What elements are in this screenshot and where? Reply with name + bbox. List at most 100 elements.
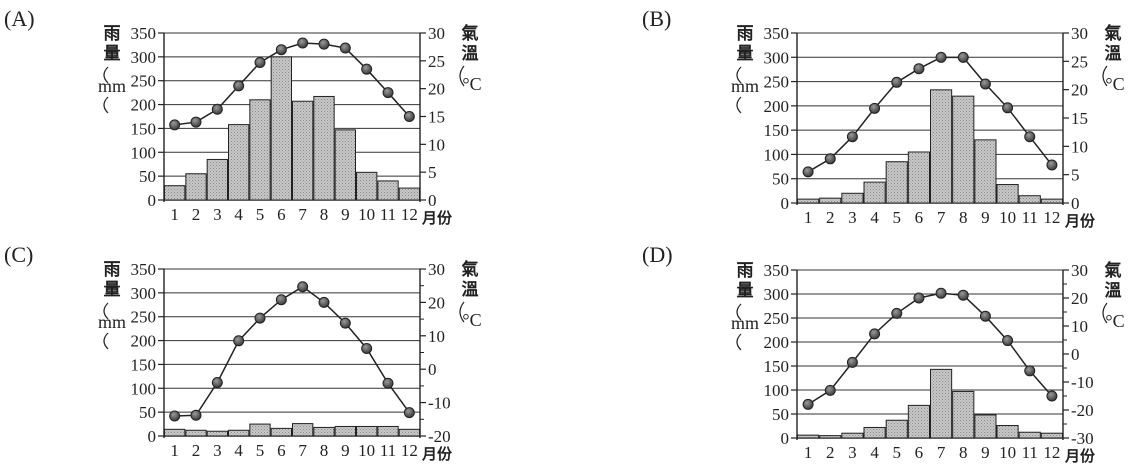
rainfall-tick-label: 300 [131, 48, 157, 67]
month-axis-label: 月份 [1064, 447, 1096, 465]
temperature-tick-label: 0 [428, 191, 437, 210]
month-tick-label: 4 [870, 208, 879, 227]
paren-open [103, 332, 109, 350]
temperature-point [935, 287, 947, 299]
rainfall-bar [313, 426, 335, 437]
chart-panel: (D) 0 50 100 150 200 250 300 350 -30 -20 -10 0 10 20 30… [642, 242, 1125, 465]
rainfall-tick-label: 300 [131, 284, 157, 303]
rainfall-bar [952, 390, 975, 439]
temperature-axis-title: 溫 [462, 279, 479, 300]
temperature-point [190, 116, 202, 128]
month-tick-label: 6 [915, 208, 924, 227]
month-tick-label: 11 [380, 441, 396, 460]
rainfall-bar [313, 95, 335, 201]
month-tick-label: 2 [826, 208, 835, 227]
rainfall-bar [863, 181, 886, 204]
paren-open [1102, 302, 1108, 324]
temperature-point [361, 342, 373, 354]
month-tick-label: 4 [870, 443, 879, 462]
temperature-tick-label: 20 [428, 293, 445, 312]
temperature-point [254, 312, 266, 324]
temperature-tick-label: 10 [428, 327, 445, 346]
temperature-axis-title: 氣 [1105, 23, 1122, 44]
rainfall-tick-label: 200 [131, 332, 157, 351]
rainfall-tick-label: 350 [131, 260, 157, 279]
rainfall-bar [952, 95, 975, 204]
rainfall-bar [206, 158, 229, 201]
month-tick-label: 9 [981, 208, 990, 227]
rainfall-bar [377, 180, 399, 201]
rainfall-bar [249, 99, 271, 201]
rainfall-bar [270, 427, 292, 437]
rainfall-tick-label: 100 [131, 379, 157, 398]
month-tick-label: 6 [915, 443, 924, 462]
rainfall-tick-label: 300 [764, 48, 790, 67]
rainfall-tick-label: 50 [772, 405, 789, 424]
rainfall-bar [398, 187, 420, 201]
rainfall-bar [885, 419, 908, 439]
temperature-tick-label: 5 [1071, 166, 1080, 185]
month-tick-label: 2 [192, 205, 201, 224]
temperature-point [979, 310, 991, 322]
month-tick-label: 5 [893, 443, 902, 462]
month-tick-label: 3 [213, 205, 222, 224]
rainfall-unit: mm [731, 76, 759, 96]
month-tick-label: 9 [981, 443, 990, 462]
rainfall-tick-label: 200 [764, 333, 790, 352]
temperature-point [913, 292, 925, 304]
temperature-tick-label: -10 [1071, 373, 1094, 392]
month-tick-label: 4 [234, 205, 243, 224]
paren-open [103, 66, 109, 84]
month-tick-label: 1 [170, 441, 179, 460]
month-tick-label: 8 [959, 208, 968, 227]
panel-label: (D) [642, 242, 673, 267]
rainfall-tick-label: 0 [781, 429, 790, 448]
rainfall-tick-label: 250 [764, 73, 790, 92]
month-tick-label: 2 [192, 441, 201, 460]
temperature-point [169, 410, 181, 422]
rainfall-bar [356, 171, 378, 201]
temperature-tick-label: 15 [1071, 109, 1088, 128]
month-tick-label: 11 [1022, 443, 1038, 462]
rainfall-bar [863, 426, 886, 439]
rainfall-tick-label: 250 [131, 308, 157, 327]
rainfall-bar [334, 425, 356, 437]
temperature-tick-label: -20 [1071, 401, 1094, 420]
rainfall-bar [841, 432, 864, 439]
rainfall-tick-label: 150 [131, 355, 157, 374]
temperature-point [233, 335, 245, 347]
temperature-axis-title: 溫 [1105, 43, 1122, 64]
month-tick-label: 3 [848, 208, 857, 227]
temperature-point [275, 44, 287, 56]
rainfall-tick-label: 0 [781, 194, 790, 213]
month-tick-label: 11 [1022, 208, 1038, 227]
temperature-point [1046, 390, 1058, 402]
month-tick-label: 6 [277, 441, 286, 460]
temperature-point [211, 377, 223, 389]
temperature-unit: °C [1105, 311, 1124, 331]
month-tick-label: 1 [804, 208, 813, 227]
rainfall-bar [819, 197, 842, 204]
temperature-point [957, 51, 969, 63]
temperature-unit: °C [462, 74, 481, 94]
rainfall-bar [974, 414, 997, 439]
rainfall-tick-label: 250 [764, 309, 790, 328]
paren-open [459, 301, 465, 323]
temperature-point [297, 37, 309, 49]
paren-open [459, 65, 465, 87]
rainfall-bar [930, 368, 953, 439]
temperature-point [339, 42, 351, 54]
rainfall-axis-title: 雨 [737, 261, 754, 281]
month-tick-label: 11 [380, 205, 396, 224]
month-tick-label: 7 [298, 205, 307, 224]
temperature-line [174, 285, 410, 417]
month-tick-label: 1 [170, 205, 179, 224]
rainfall-bar [1018, 431, 1041, 439]
paren-open [736, 66, 742, 84]
month-tick-label: 12 [1043, 208, 1060, 227]
rainfall-tick-label: 100 [764, 381, 790, 400]
rainfall-tick-label: 50 [139, 403, 156, 422]
paren-open [103, 96, 109, 114]
rainfall-unit: mm [98, 76, 126, 96]
